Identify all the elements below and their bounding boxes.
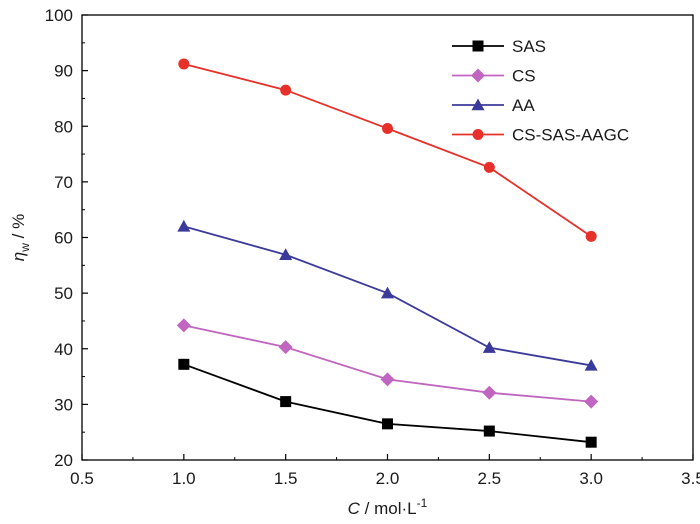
x-tick-label: 3.5 <box>681 469 700 488</box>
y-tick-label: 60 <box>54 229 73 248</box>
x-tick-label: 1.5 <box>274 469 298 488</box>
axes: 0.5 1.0 1.5 2.0 2.5 3.0 3.5 20 30 40 50 60 70 80 90 100 <box>45 6 700 488</box>
data-point <box>178 358 190 370</box>
data-point <box>584 358 598 371</box>
x-tick-label: 3.0 <box>579 469 603 488</box>
data-point <box>584 394 599 409</box>
data-point <box>585 230 597 242</box>
y-tick-label: 20 <box>54 451 73 470</box>
data-point <box>278 340 293 355</box>
series-aa <box>177 219 598 371</box>
data-point <box>471 98 485 111</box>
data-point <box>178 58 190 70</box>
x-tick-label: 1.0 <box>172 469 196 488</box>
data-point <box>483 425 495 437</box>
series-line <box>183 63 592 238</box>
legend-label: SAS <box>512 37 546 56</box>
series-line <box>183 324 592 403</box>
series-cs-sas-aagc <box>178 58 597 242</box>
legend-label: AA <box>512 96 535 115</box>
data-point <box>585 436 597 448</box>
y-tick-label: 50 <box>54 284 73 303</box>
series-cs <box>176 318 599 409</box>
x-tick-label: 2.5 <box>478 469 502 488</box>
y-tick-label: 90 <box>54 62 73 81</box>
legend-item: AA <box>452 96 535 115</box>
plot-frame <box>81 14 694 461</box>
data-point <box>280 84 292 96</box>
data-point <box>280 396 292 408</box>
x-tick-label: 0.5 <box>70 469 94 488</box>
legend: SAS CS AA CS-SAS-AAGC <box>452 37 629 145</box>
y-tick-label: 80 <box>54 117 73 136</box>
data-point <box>472 40 484 52</box>
legend-label: CS <box>512 67 536 86</box>
data-point <box>381 286 394 299</box>
legend-label: CS-SAS-AAGC <box>512 126 629 145</box>
x-axis-title: C / mol·L-1 <box>348 496 428 518</box>
data-point <box>279 248 293 260</box>
series-sas <box>178 358 597 448</box>
y-tick-label: 40 <box>54 340 73 359</box>
legend-item: SAS <box>452 37 546 56</box>
y-tick-label: 100 <box>45 6 73 25</box>
y-tick-label: 30 <box>54 395 73 414</box>
data-point <box>482 385 497 400</box>
plot-area <box>176 58 599 448</box>
data-point <box>382 122 393 134</box>
y-axis-title: ηw / % <box>9 214 32 261</box>
data-point <box>483 161 495 173</box>
data-point <box>482 341 496 353</box>
data-point <box>382 418 393 430</box>
data-point <box>176 318 191 333</box>
legend-item: CS-SAS-AAGC <box>452 126 629 145</box>
data-point <box>177 219 191 232</box>
data-point <box>472 129 484 140</box>
data-point <box>471 68 485 83</box>
y-tick-label: 70 <box>54 173 73 192</box>
legend-item: CS <box>452 67 536 86</box>
data-point <box>380 372 395 387</box>
x-tick-label: 2.0 <box>376 469 400 488</box>
